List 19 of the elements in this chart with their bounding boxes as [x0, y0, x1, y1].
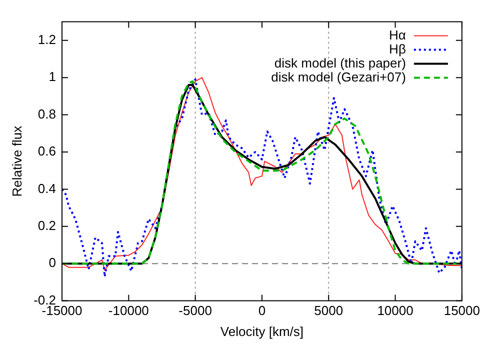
- y-tick-label: 0.6: [38, 144, 56, 159]
- y-tick-label: 0: [48, 255, 56, 270]
- legend-label: Hα: [389, 27, 406, 42]
- x-tick-label: -10000: [108, 303, 149, 318]
- x-tick-label: 10000: [377, 303, 414, 318]
- x-tick-label: -5000: [178, 303, 212, 318]
- x-tick-label: 0: [258, 303, 266, 318]
- y-tick-label: 1: [48, 69, 56, 84]
- legend-label: disk model (this paper): [274, 55, 406, 70]
- y-tick-label: 0.8: [38, 106, 56, 122]
- legend-label: Hβ: [389, 41, 406, 56]
- y-tick-label: 0.2: [38, 218, 56, 233]
- legend-label: disk model (Gezari+07): [271, 69, 406, 84]
- y-axis-title: Relative flux: [9, 125, 24, 197]
- y-tick-label: 0.4: [38, 180, 56, 196]
- y-tick-label: 1.2: [38, 32, 56, 47]
- x-tick-label: 5000: [314, 303, 344, 318]
- x-axis-title: Velocity [km/s]: [220, 324, 304, 339]
- x-tick-label: 15000: [444, 303, 480, 318]
